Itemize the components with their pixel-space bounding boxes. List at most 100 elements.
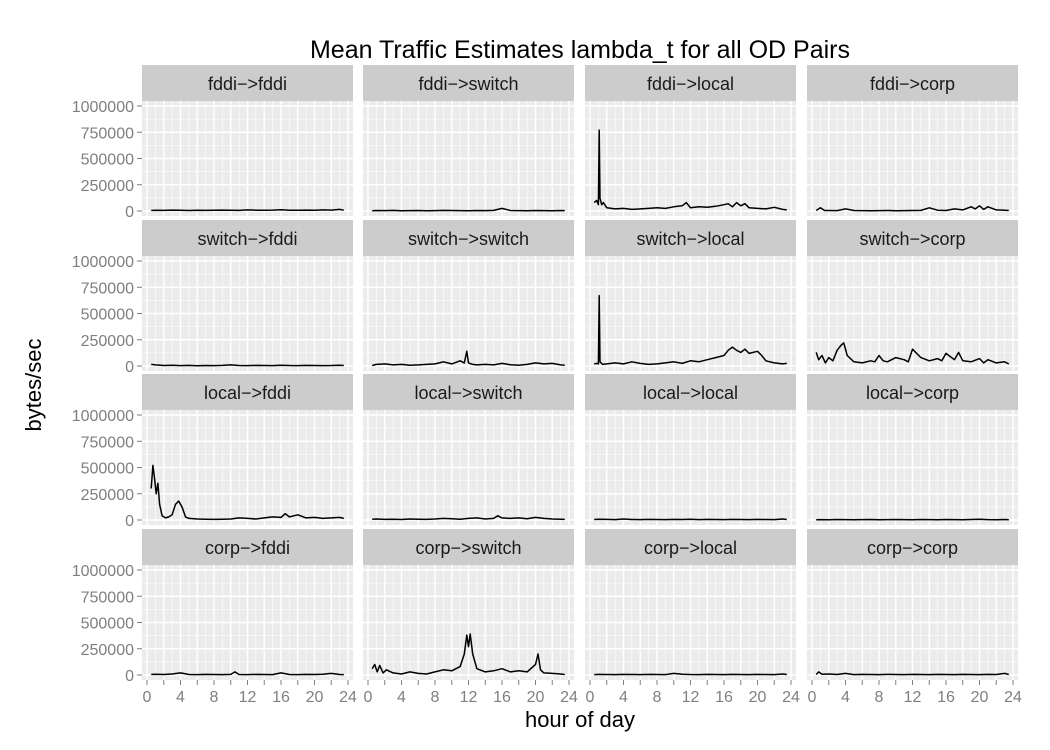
strip-label: corp−>local: [644, 538, 737, 558]
series-line: [151, 208, 344, 212]
series-line: [594, 518, 787, 521]
series-line: [815, 671, 1009, 676]
strip-background: [142, 529, 353, 565]
x-tick-label: 16: [272, 689, 290, 706]
facet-panel: corp−>local 0 4 8 12 16 20 24: [585, 529, 800, 706]
y-tick-label: 750000: [81, 125, 134, 142]
strip-label: corp−>switch: [415, 538, 521, 558]
y-tick-label: 250000: [81, 487, 134, 504]
series-line: [372, 350, 565, 367]
strip-background: [363, 529, 574, 565]
x-tick-label: 0: [586, 689, 595, 706]
y-tick-label: 500000: [81, 461, 134, 478]
strip-background: [807, 374, 1018, 410]
x-tick-label: 4: [841, 689, 850, 706]
x-tick-label: 24: [782, 689, 800, 706]
facet-panels: fddi−>fddi 0 250000 500000 750000 1000000 fddi…: [72, 65, 1022, 706]
x-tick-label: 8: [653, 689, 662, 706]
facet-panel: switch−>fddi 0 250000 500000 750000 1000000: [72, 220, 353, 376]
strip-background: [585, 65, 796, 101]
y-tick-label: 0: [125, 204, 134, 221]
strip-label: fddi−>corp: [870, 74, 955, 94]
series-line: [372, 207, 565, 212]
strip-background: [807, 65, 1018, 101]
series-line: [816, 518, 1009, 521]
series-line: [815, 205, 1009, 212]
facet-panel: local−>switch: [363, 374, 574, 525]
x-tick-label: 8: [875, 689, 884, 706]
series-line: [594, 294, 787, 366]
facet-panel: switch−>corp: [807, 220, 1018, 371]
y-tick-label: 1000000: [72, 408, 134, 425]
x-tick-label: 0: [143, 689, 152, 706]
x-tick-label: 16: [493, 689, 511, 706]
facet-panel: fddi−>switch: [363, 65, 574, 216]
x-tick-label: 20: [749, 689, 767, 706]
series-line: [815, 342, 1010, 365]
strip-background: [363, 374, 574, 410]
series-line: [151, 671, 344, 676]
x-tick-label: 24: [1004, 689, 1022, 706]
y-tick-label: 1000000: [72, 254, 134, 271]
y-tick-label: 0: [125, 668, 134, 685]
strip-background: [807, 529, 1018, 565]
x-tick-label: 0: [364, 689, 373, 706]
strip-label: switch−>corp: [859, 229, 965, 249]
y-tick-label: 250000: [81, 642, 134, 659]
facet-panel: fddi−>corp: [807, 65, 1018, 216]
strip-label: corp−>corp: [867, 538, 958, 558]
y-tick-label: 250000: [81, 333, 134, 350]
strip-label: switch−>switch: [408, 229, 529, 249]
strip-background: [142, 220, 353, 256]
y-tick-label: 0: [125, 513, 134, 530]
strip-label: local−>switch: [414, 383, 522, 403]
x-tick-label: 24: [339, 689, 357, 706]
strip-label: local−>local: [643, 383, 738, 403]
x-tick-label: 20: [971, 689, 989, 706]
series-line: [371, 633, 565, 676]
strip-label: local−>fddi: [204, 383, 291, 403]
y-tick-label: 750000: [81, 434, 134, 451]
facet-panel: corp−>switch 0 4 8 12 16 20 24: [363, 529, 578, 706]
facet-panel: fddi−>fddi 0 250000 500000 750000 1000000: [72, 65, 353, 221]
x-tick-label: 8: [210, 689, 219, 706]
facet-panel: switch−>local: [585, 220, 796, 371]
strip-background: [142, 374, 353, 410]
y-tick-label: 1000000: [72, 99, 134, 116]
x-tick-label: 16: [715, 689, 733, 706]
facet-panel: local−>corp: [807, 374, 1018, 525]
x-tick-label: 12: [904, 689, 922, 706]
strip-label: fddi−>local: [647, 74, 734, 94]
series-line: [151, 363, 344, 367]
x-tick-label: 16: [937, 689, 955, 706]
facet-panel: fddi−>local: [585, 65, 796, 216]
x-tick-label: 4: [176, 689, 185, 706]
facet-panel: local−>fddi 0 250000 500000 750000 1000000: [72, 374, 353, 530]
strip-background: [585, 529, 796, 565]
x-tick-label: 12: [239, 689, 257, 706]
y-axis-title: bytes/sec: [21, 339, 46, 432]
strip-background: [363, 220, 574, 256]
strip-label: fddi−>switch: [418, 74, 518, 94]
strip-label: switch−>fddi: [197, 229, 297, 249]
x-tick-label: 0: [808, 689, 817, 706]
x-tick-label: 4: [397, 689, 406, 706]
x-tick-label: 20: [527, 689, 545, 706]
y-tick-label: 500000: [81, 616, 134, 633]
strip-background: [807, 220, 1018, 256]
x-tick-label: 24: [560, 689, 578, 706]
chart-title: Mean Traffic Estimates lambda_t for all …: [310, 36, 850, 64]
x-tick-label: 4: [619, 689, 628, 706]
y-tick-label: 250000: [81, 178, 134, 195]
x-tick-label: 8: [431, 689, 440, 706]
y-tick-label: 1000000: [72, 563, 134, 580]
strip-background: [142, 65, 353, 101]
facet-panel: corp−>fddi 0 250000 500000 750000 1000000 0 4 8 1…: [72, 529, 357, 706]
facet-panel: corp−>corp 0 4 8 12 16 20 24: [807, 529, 1022, 706]
x-tick-label: 12: [682, 689, 700, 706]
strip-label: fddi−>fddi: [208, 74, 287, 94]
y-tick-label: 750000: [81, 589, 134, 606]
strip-label: corp−>fddi: [205, 538, 290, 558]
facet-panel: local−>local: [585, 374, 796, 525]
